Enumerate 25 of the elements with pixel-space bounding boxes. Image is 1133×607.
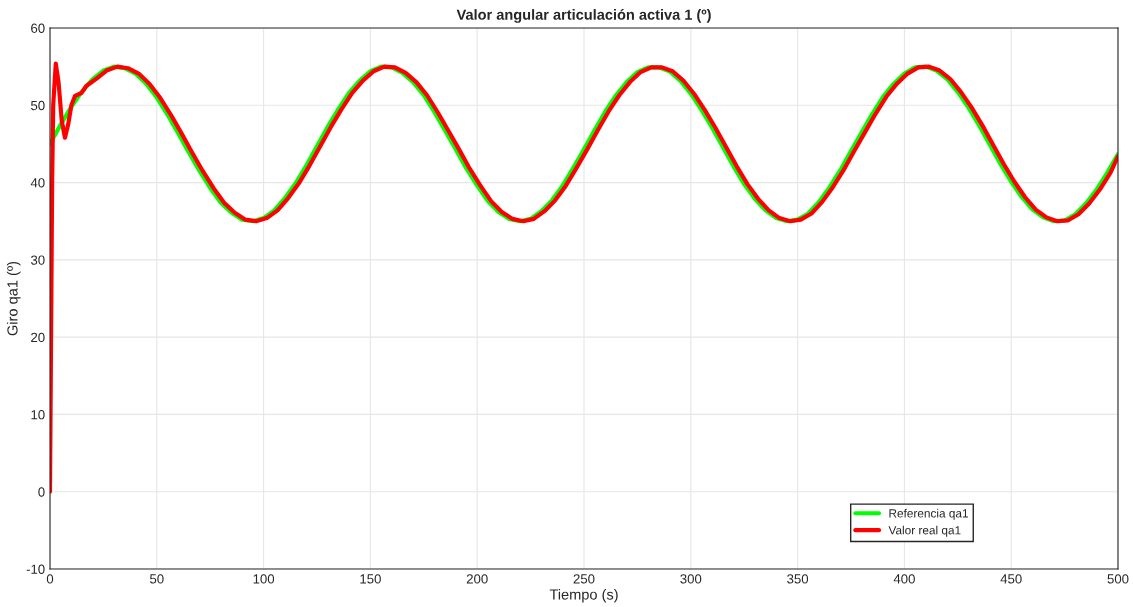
y-tick-label: 50 [30,100,45,111]
y-tick-label: 40 [30,178,45,188]
x-tick-label: 450 [1000,574,1022,584]
y-tick-label: 60 [31,23,45,33]
y-axis-title: Giro qa1 (º) [6,261,21,336]
x-tick-label: 0 [46,574,54,584]
x-tick-label: 500 [1107,574,1129,584]
line-series [50,61,1118,494]
chart-title: Valor angular articulación activa 1 (º) [456,8,711,23]
x-tick-label: 250 [573,574,595,584]
x-tick-label: 150 [360,574,381,584]
x-tick-label: 300 [680,574,702,584]
x-tick-label: 400 [893,574,915,584]
x-tick-label: 100 [253,574,275,584]
x-tick-label: 350 [787,574,809,584]
x-tick-label: 200 [466,574,488,584]
x-axis-title: Tiempo (s) [549,588,618,603]
y-tick-label: 10 [31,410,45,420]
y-tick-label: -10 [26,564,45,574]
x-tick-label: 50 [149,574,164,584]
legend-label: Valor real qa1 [888,525,961,537]
y-tick-label: 20 [31,332,45,343]
legend-label: Referencia qa1 [889,508,968,520]
y-tick-label: 0 [38,487,45,497]
y-tick-label: 30 [30,255,45,265]
